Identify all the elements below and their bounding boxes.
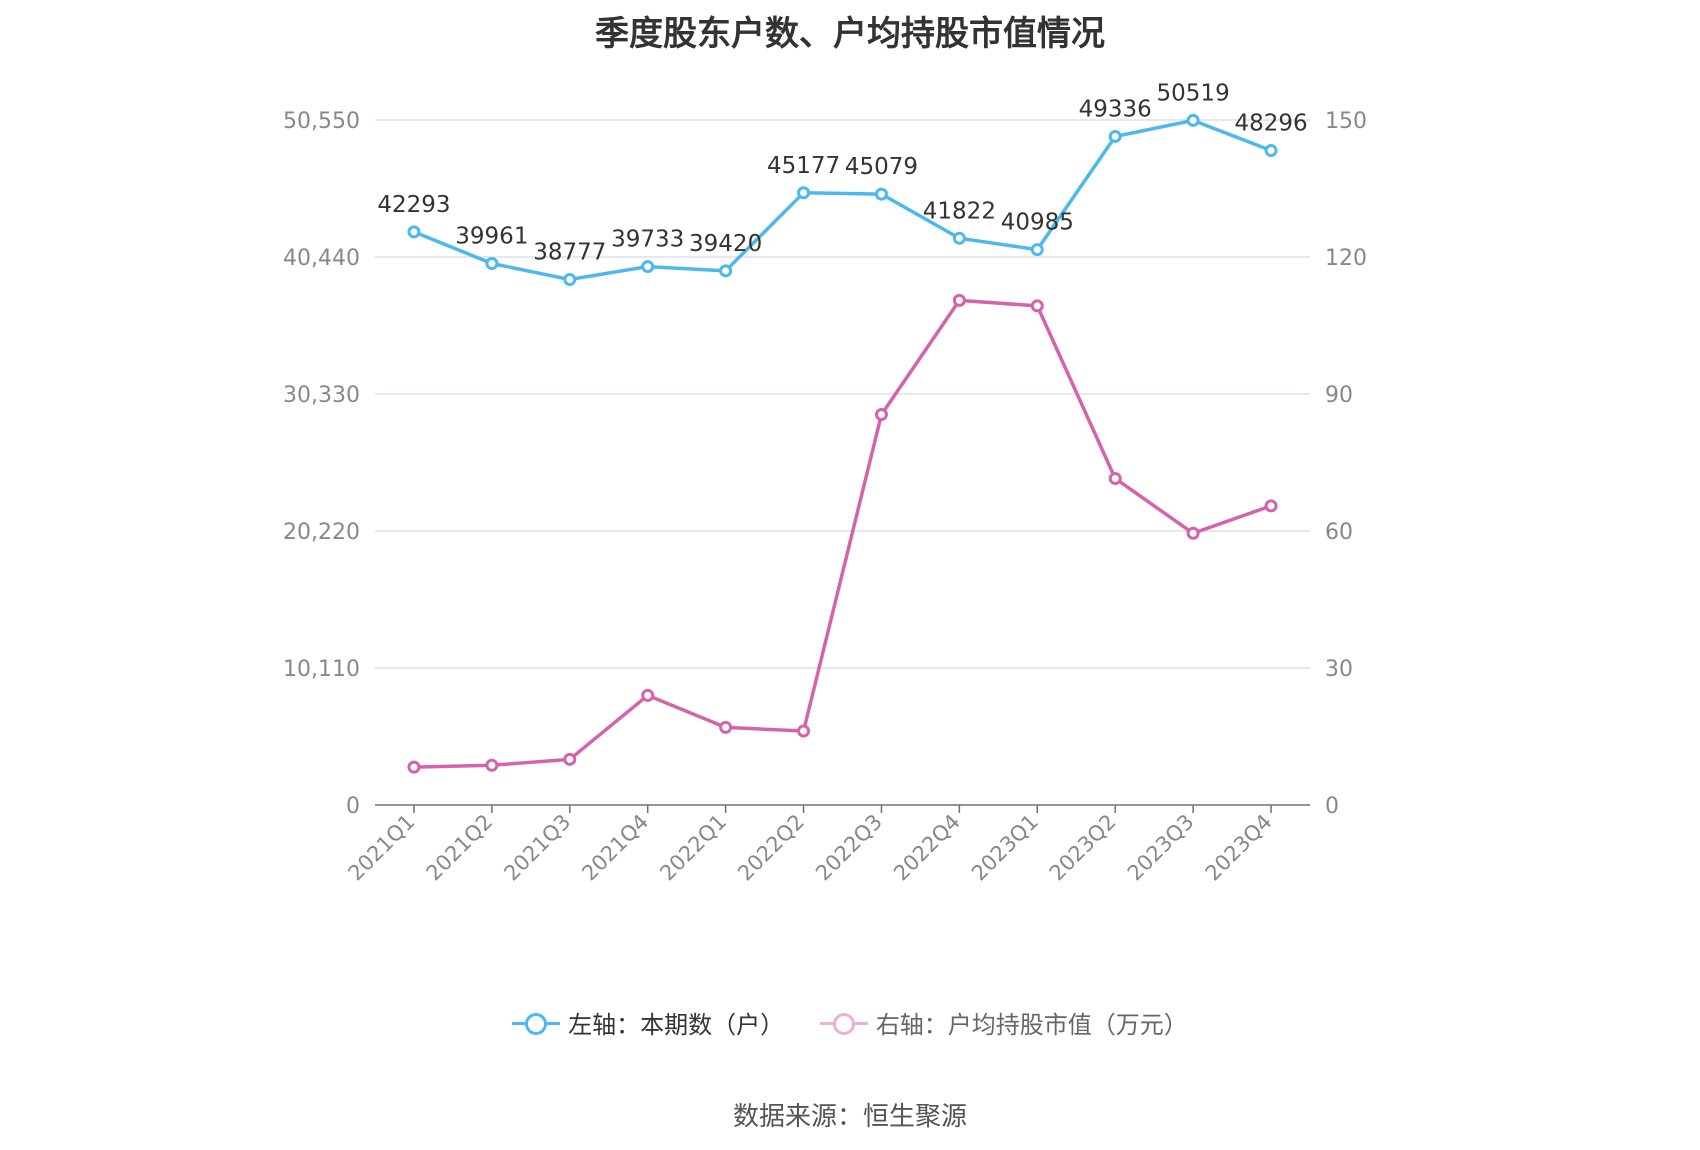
x-tick-label: 2022Q4 — [889, 810, 965, 886]
y-left-tick-label: 20,220 — [283, 520, 360, 545]
data-point-market-value — [874, 408, 888, 422]
data-point-households — [1186, 113, 1200, 127]
data-point-market-value — [719, 720, 733, 734]
data-label-households: 39420 — [689, 231, 762, 257]
chart-title: 季度股东户数、户均持股市值情况 — [595, 14, 1105, 54]
y-right-tick-label: 60 — [1325, 520, 1353, 545]
series — [407, 113, 1278, 774]
x-tick-label: 2021Q1 — [344, 810, 420, 886]
data-point-market-value — [1030, 299, 1044, 313]
data-point-households — [407, 225, 421, 239]
data-point-households — [1108, 129, 1122, 143]
data-label-households: 40985 — [1001, 210, 1074, 236]
y-right-tick-label: 90 — [1325, 383, 1353, 408]
legend-item-right-axis-market-value[interactable]: 右轴：户均持股市值（万元） — [819, 1005, 1188, 1040]
data-point-market-value — [485, 758, 499, 772]
series-line-households — [413, 118, 1272, 282]
data-point-households — [485, 256, 499, 270]
data-point-market-value — [563, 752, 577, 766]
data-label-households: 39961 — [455, 223, 528, 249]
y-left-tick-label: 0 — [346, 794, 360, 819]
data-point-market-value — [407, 760, 421, 774]
x-tick-label: 2021Q3 — [499, 810, 575, 886]
data-point-households — [641, 260, 655, 274]
x-tick-label: 2022Q1 — [655, 810, 731, 886]
data-label-households: 48296 — [1234, 111, 1307, 137]
data-label-households: 45079 — [845, 154, 918, 180]
data-point-market-value — [797, 724, 811, 738]
data-point-market-value — [1108, 471, 1122, 485]
data-point-market-value — [1186, 526, 1200, 540]
y-left-tick-label: 40,440 — [283, 246, 360, 271]
data-label-households: 39733 — [611, 227, 684, 253]
x-tick-label: 2022Q2 — [733, 810, 809, 886]
data-point-households — [952, 231, 966, 245]
data-point-market-value — [952, 293, 966, 307]
y-left-tick-label: 10,110 — [283, 657, 360, 682]
data-source-note: 数据来源：恒生聚源 — [732, 1102, 967, 1132]
axes: 0 10,110 20,220 30,330 40,440 50,550 0 30 60 90 12… — [283, 109, 1367, 885]
data-point-market-value — [1264, 499, 1278, 513]
x-tick-label: 2022Q3 — [811, 810, 887, 886]
data-point-households — [1030, 243, 1044, 257]
data-point-households — [797, 186, 811, 200]
data-label-households: 42293 — [377, 192, 450, 218]
legend-item-left-axis-households[interactable]: 左轴：本期数（户） — [512, 1005, 784, 1040]
data-point-market-value — [641, 688, 655, 702]
data-point-households — [1264, 144, 1278, 158]
series-line-market-value — [413, 298, 1272, 769]
data-point-households — [563, 273, 577, 287]
y-right-tick-label: 0 — [1325, 794, 1339, 819]
data-point-households — [719, 264, 733, 278]
x-tick-label: 2021Q4 — [577, 810, 653, 886]
gridlines — [375, 119, 1310, 669]
data-label-households: 45177 — [767, 153, 840, 179]
legend: 左轴：本期数（户） 右轴：户均持股市值（万元） — [0, 1005, 1700, 1040]
y-left-tick-label: 30,330 — [283, 383, 360, 408]
y-right-tick-label: 30 — [1325, 657, 1353, 682]
data-label-households: 50519 — [1157, 80, 1230, 106]
data-label-households: 41822 — [923, 198, 996, 224]
legend-swatch-blue-icon — [512, 1012, 561, 1035]
y-right-tick-label: 150 — [1325, 109, 1367, 134]
legend-label-right: 右轴：户均持股市值（万元） — [875, 1011, 1188, 1039]
x-tick-label: 2023Q2 — [1045, 810, 1121, 886]
data-label-households: 38777 — [533, 240, 606, 266]
y-right-tick-label: 120 — [1325, 246, 1367, 271]
data-label-households: 49336 — [1079, 96, 1152, 122]
x-tick-label: 2021Q2 — [422, 810, 498, 886]
legend-label-left: 左轴：本期数（户） — [568, 1011, 785, 1039]
legend-swatch-pink-icon — [819, 1012, 868, 1035]
x-tick-label: 2023Q3 — [1123, 810, 1199, 886]
x-tick-label: 2023Q4 — [1201, 810, 1277, 886]
data-point-households — [874, 187, 888, 201]
x-tick-label: 2023Q1 — [967, 810, 1043, 886]
y-left-tick-label: 50,550 — [283, 109, 360, 134]
